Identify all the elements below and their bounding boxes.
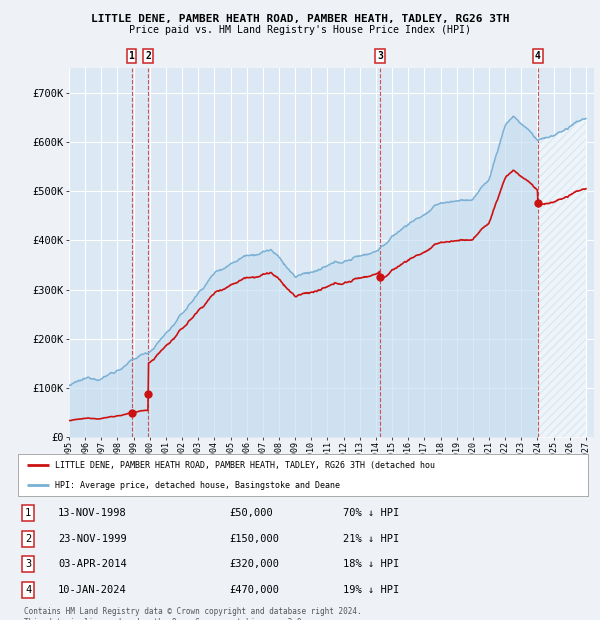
Text: 13-NOV-1998: 13-NOV-1998 bbox=[58, 508, 127, 518]
Text: 4: 4 bbox=[535, 51, 541, 61]
Text: £320,000: £320,000 bbox=[229, 559, 279, 569]
Text: £470,000: £470,000 bbox=[229, 585, 279, 595]
Text: 3: 3 bbox=[377, 51, 383, 61]
Text: 3: 3 bbox=[25, 559, 31, 569]
Text: 03-APR-2014: 03-APR-2014 bbox=[58, 559, 127, 569]
Text: 21% ↓ HPI: 21% ↓ HPI bbox=[343, 534, 399, 544]
Text: LITTLE DENE, PAMBER HEATH ROAD, PAMBER HEATH, TADLEY, RG26 3TH (detached hou: LITTLE DENE, PAMBER HEATH ROAD, PAMBER H… bbox=[55, 461, 435, 470]
Text: Price paid vs. HM Land Registry's House Price Index (HPI): Price paid vs. HM Land Registry's House … bbox=[129, 25, 471, 35]
Text: 10-JAN-2024: 10-JAN-2024 bbox=[58, 585, 127, 595]
Text: 70% ↓ HPI: 70% ↓ HPI bbox=[343, 508, 399, 518]
Text: 18% ↓ HPI: 18% ↓ HPI bbox=[343, 559, 399, 569]
Text: LITTLE DENE, PAMBER HEATH ROAD, PAMBER HEATH, TADLEY, RG26 3TH: LITTLE DENE, PAMBER HEATH ROAD, PAMBER H… bbox=[91, 14, 509, 24]
Text: Contains HM Land Registry data © Crown copyright and database right 2024.: Contains HM Land Registry data © Crown c… bbox=[24, 607, 362, 616]
Text: 1: 1 bbox=[128, 51, 134, 61]
Text: 19% ↓ HPI: 19% ↓ HPI bbox=[343, 585, 399, 595]
Text: 2: 2 bbox=[25, 534, 31, 544]
Text: £50,000: £50,000 bbox=[229, 508, 272, 518]
Text: 1: 1 bbox=[25, 508, 31, 518]
Text: 2: 2 bbox=[145, 51, 151, 61]
Text: 23-NOV-1999: 23-NOV-1999 bbox=[58, 534, 127, 544]
Text: 4: 4 bbox=[25, 585, 31, 595]
Text: £150,000: £150,000 bbox=[229, 534, 279, 544]
Text: This data is licensed under the Open Government Licence v3.0.: This data is licensed under the Open Gov… bbox=[24, 618, 306, 620]
Text: HPI: Average price, detached house, Basingstoke and Deane: HPI: Average price, detached house, Basi… bbox=[55, 481, 340, 490]
